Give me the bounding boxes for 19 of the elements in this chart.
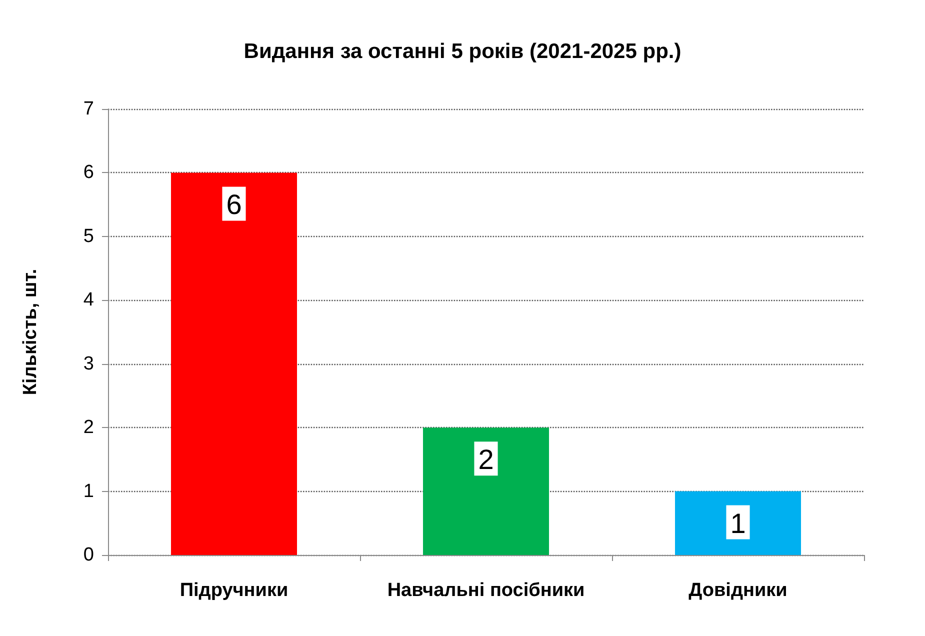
y-tick-label: 7 bbox=[83, 98, 94, 120]
bar bbox=[675, 491, 801, 555]
y-tick-label: 0 bbox=[83, 544, 94, 566]
y-axis-title: Кількість, шт. bbox=[20, 268, 41, 396]
x-tick-label: Навчальні посібники bbox=[387, 580, 585, 601]
data-label: 6 bbox=[226, 189, 242, 220]
data-label: 1 bbox=[730, 508, 746, 539]
x-tick-label: Довідники bbox=[688, 580, 788, 601]
bar bbox=[171, 172, 297, 555]
y-tick-label: 3 bbox=[83, 353, 94, 374]
data-label: 2 bbox=[478, 444, 494, 476]
y-tick-label: 1 bbox=[83, 480, 94, 502]
y-tick-label: 5 bbox=[83, 226, 94, 247]
chart-title: Видання за останні 5 років (2021-2025 рр.) bbox=[244, 40, 682, 63]
bar bbox=[423, 428, 549, 555]
x-tick-label: Підручники bbox=[180, 580, 288, 601]
y-tick-label: 2 bbox=[83, 417, 94, 438]
y-tick-label: 4 bbox=[83, 290, 94, 311]
y-tick-label: 6 bbox=[83, 162, 94, 184]
